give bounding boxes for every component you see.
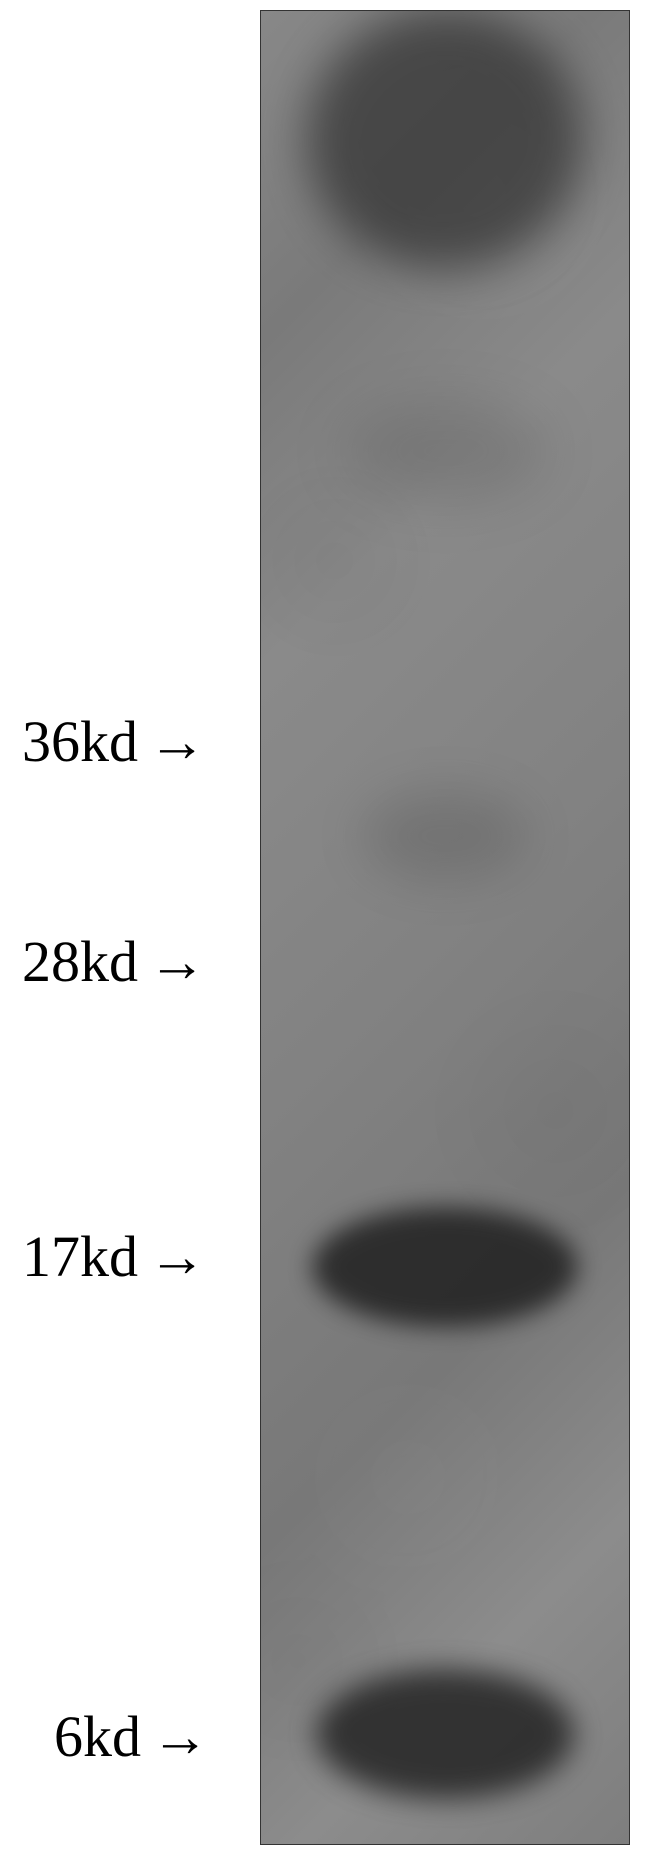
band-faint-1 <box>344 401 546 501</box>
marker-label-28kd: 28kd → <box>22 928 206 995</box>
marker-label-6kd: 6kd → <box>54 1703 209 1770</box>
marker-text: 17kd <box>22 1223 138 1290</box>
marker-label-17kd: 17kd → <box>22 1223 206 1290</box>
marker-text: 6kd <box>54 1703 141 1770</box>
western-blot-lane <box>260 10 630 1845</box>
band-6kd <box>316 1669 574 1799</box>
arrow-icon: → <box>151 1708 209 1766</box>
marker-label-36kd: 36kd → <box>22 708 206 775</box>
band-top-smear <box>307 10 583 269</box>
marker-text: 36kd <box>22 708 138 775</box>
band-faint-2 <box>362 791 528 881</box>
marker-text: 28kd <box>22 928 138 995</box>
band-17kd <box>313 1207 578 1327</box>
arrow-icon: → <box>148 713 206 771</box>
arrow-icon: → <box>148 933 206 991</box>
arrow-icon: → <box>148 1228 206 1286</box>
noise-overlay <box>261 11 629 1844</box>
